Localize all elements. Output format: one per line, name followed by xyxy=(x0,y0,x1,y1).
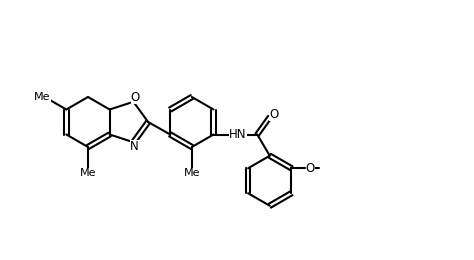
Text: O: O xyxy=(269,107,278,120)
Text: N: N xyxy=(130,140,139,153)
Text: Me: Me xyxy=(80,167,96,178)
Text: HN: HN xyxy=(229,128,246,141)
Text: O: O xyxy=(306,162,315,175)
Text: Me: Me xyxy=(34,92,51,102)
Text: O: O xyxy=(131,91,140,104)
Text: Me: Me xyxy=(183,167,200,178)
